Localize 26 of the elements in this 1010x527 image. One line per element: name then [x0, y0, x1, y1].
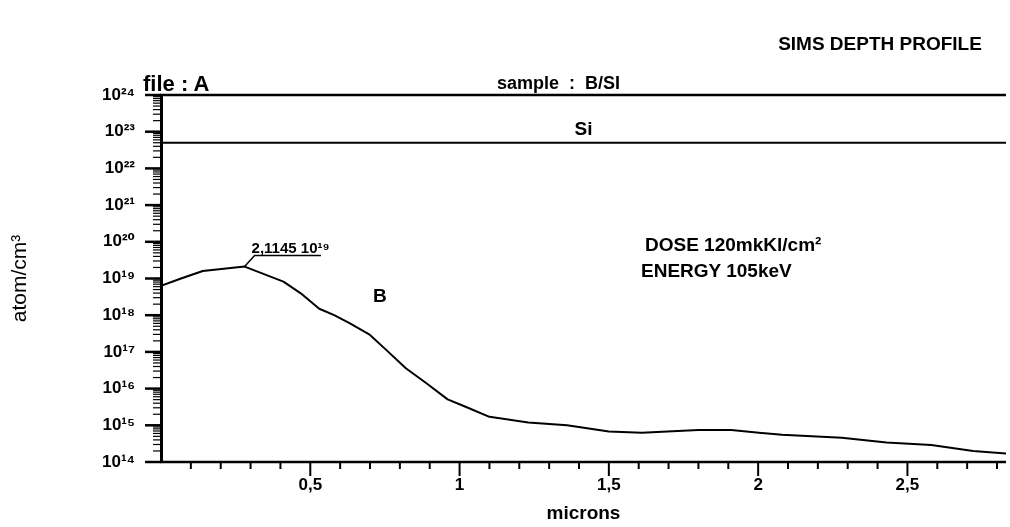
annotation: ENERGY 105keV	[641, 260, 793, 281]
x-tick-label: 1,5	[597, 474, 621, 494]
y-tick-label: 10¹⁵	[102, 414, 135, 434]
y-tick-label: 10¹⁷	[103, 341, 135, 361]
annotation: DOSE 120mkKl/cm²	[645, 234, 822, 255]
y-tick-label: 10¹⁶	[102, 378, 135, 398]
y-tick-label: 10²¹	[104, 194, 136, 214]
y-tick-label: 10²³	[104, 121, 136, 141]
y-tick-label: 10¹⁸	[102, 304, 135, 324]
y-tick-label: 10¹⁴	[102, 451, 135, 471]
y-tick-label: 10²²	[104, 158, 136, 178]
annotation: file : A	[143, 71, 210, 96]
x-tick-label: 0,5	[298, 474, 323, 494]
chart-title: SIMS DEPTH PROFILE	[778, 33, 982, 54]
annotation: 2,1145 10¹⁹	[251, 238, 330, 256]
x-tick-label: 2,5	[895, 474, 920, 494]
text: sample : B/SI	[497, 73, 621, 93]
x-tick-label: 1	[454, 474, 465, 494]
y-tick-label: 10²⁰	[102, 231, 135, 251]
y-axis-title: atom/cm³	[7, 234, 31, 323]
series-label: B	[372, 285, 387, 307]
y-tick-label: 10¹⁹	[102, 268, 135, 288]
x-tick-label: 2	[753, 474, 763, 494]
x-axis-title: microns	[546, 501, 621, 523]
series-label: Si	[574, 118, 593, 140]
y-tick-label: 10²⁴	[102, 84, 135, 104]
